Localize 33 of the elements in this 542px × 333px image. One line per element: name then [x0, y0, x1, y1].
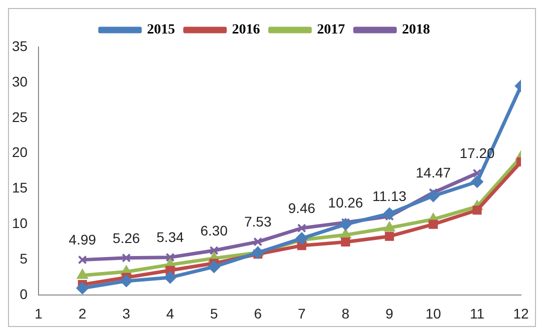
data-label: 7.53: [244, 214, 272, 230]
x-tick-label: 2: [78, 305, 87, 322]
data-label: 10.26: [328, 194, 364, 210]
y-tick-label: 25: [12, 108, 28, 125]
x-tick-label: 4: [166, 305, 174, 322]
data-label: 9.46: [288, 200, 316, 216]
y-tick-label: 15: [12, 180, 28, 196]
x-tick-label: 1: [34, 305, 43, 322]
x-tick-label: 10: [425, 305, 442, 322]
x-tick-label: 6: [254, 305, 262, 322]
data-label: 14.47: [416, 164, 452, 180]
y-tick-label: 35: [12, 38, 28, 54]
legend-label: 2016: [232, 22, 260, 38]
data-label: 11.13: [372, 188, 407, 204]
x-tick-label: 7: [298, 305, 306, 322]
y-tick-label: 5: [20, 250, 28, 267]
y-tick-label: 20: [12, 144, 28, 160]
y-tick-label: 0: [20, 286, 28, 302]
data-label: 4.99: [68, 232, 96, 248]
data-label: 6.30: [200, 222, 228, 238]
y-tick-label: 10: [12, 215, 28, 232]
x-tick-label: 9: [386, 305, 394, 322]
x-tick-label: 3: [122, 305, 130, 322]
data-label: 5.26: [112, 230, 140, 246]
data-label: 5.34: [156, 229, 184, 246]
x-tick-label: 12: [513, 305, 529, 322]
x-tick-label: 8: [342, 305, 350, 322]
y-tick-label: 30: [12, 73, 28, 90]
legend-label: 2017: [317, 22, 345, 38]
x-tick-label: 5: [210, 305, 218, 322]
legend-label: 2018: [402, 22, 430, 38]
x-tick-label: 11: [470, 305, 485, 322]
legend-label: 2015: [147, 22, 175, 38]
